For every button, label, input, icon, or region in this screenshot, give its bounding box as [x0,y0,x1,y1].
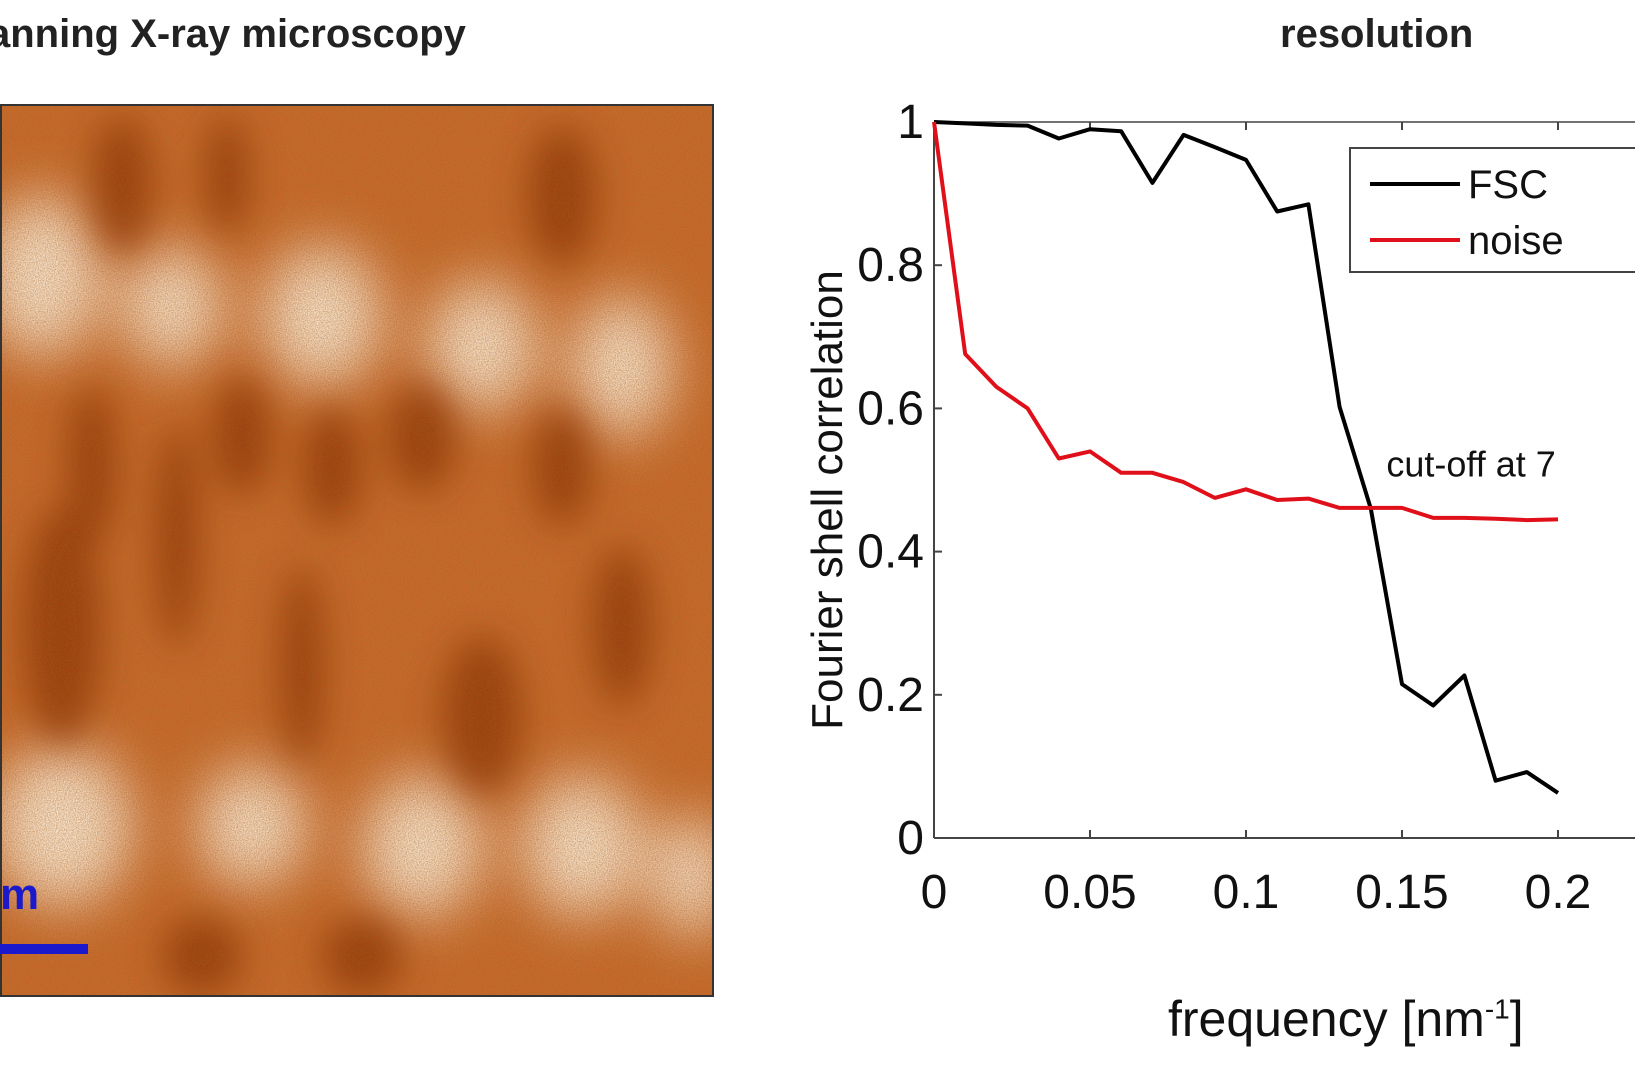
chart-legend: FSC noise [1349,147,1635,273]
scalebar-label: m [0,870,40,919]
y-tick-label: 0.2 [857,669,924,722]
chart-title: resolution [1280,12,1474,56]
legend-label-noise: noise [1468,219,1564,263]
x-axis-label-end: ] [1509,991,1524,1047]
x-axis-label-text: frequency [nm [1168,991,1485,1047]
y-tick-label: 1 [897,100,924,149]
x-tick-labels: 0 0.05 0.1 0.15 0.2 [921,866,1592,919]
x-tick-label: 0.1 [1213,866,1280,919]
chart-series [932,120,1560,795]
series-line-noise [932,121,1559,523]
x-axis-label-superscript: -1 [1484,993,1510,1025]
x-tick-label: 0 [921,866,948,919]
x-tick-label: 0.05 [1043,866,1136,919]
legend-box [1349,147,1635,273]
x-tick-label: 0.15 [1355,866,1448,919]
scalebar [0,944,88,954]
xray-microscopy-image [0,104,714,997]
microscopy-image-canvas [2,106,712,995]
chart-axes [933,121,1635,839]
y-tick-label: 0.4 [857,526,924,579]
chart-annotations: cut-off at 7 [1386,443,1555,484]
y-tick-label: 0.6 [857,382,924,435]
y-tick-label: 0 [897,812,924,865]
annotation-label: cut-off at 7 [1386,443,1555,484]
series-line-fsc [933,120,1560,795]
fsc-chart: 0 0.2 0.4 0.6 0.8 1 0 0.05 0.1 0.15 0.2 cut-off a… [803,100,1635,919]
y-tick-labels: 0 0.2 0.4 0.6 0.8 1 [857,100,924,865]
x-axis-label: frequency [nm-1] [1168,990,1524,1048]
y-tick-label: 0.8 [857,239,924,292]
legend-label-fsc: FSC [1468,163,1548,207]
y-axis-label: Fourier shell correlation [803,270,852,730]
x-tick-label: 0.2 [1525,866,1592,919]
left-panel-title: anning X-ray microscopy [0,12,466,56]
